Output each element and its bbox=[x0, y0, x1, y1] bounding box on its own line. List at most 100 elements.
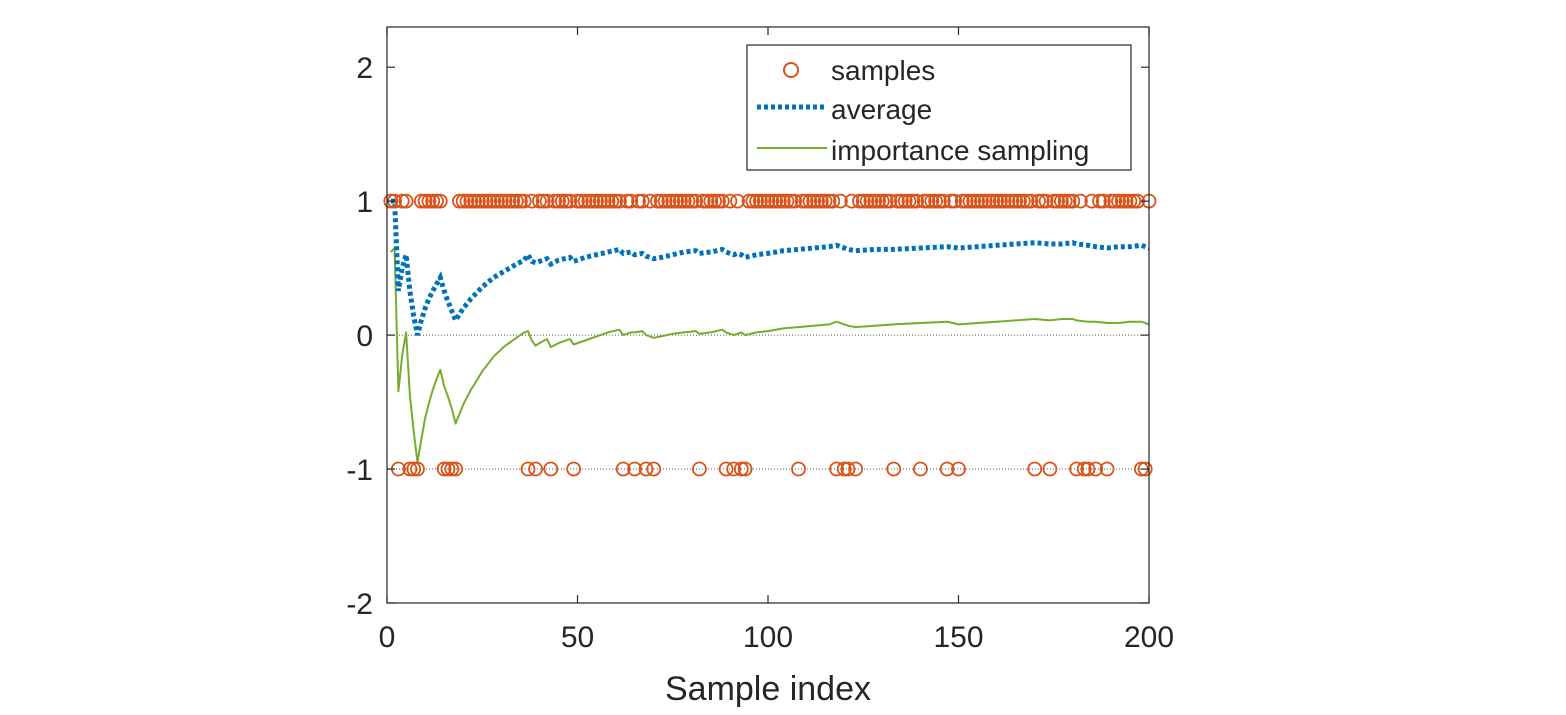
sample-point bbox=[524, 193, 540, 209]
sample-point bbox=[543, 461, 559, 477]
sample-point bbox=[1008, 193, 1023, 209]
sample-point bbox=[1073, 193, 1088, 209]
sample-point bbox=[528, 461, 543, 477]
sample-point bbox=[821, 193, 837, 209]
sample-point bbox=[749, 193, 764, 209]
sample-point bbox=[840, 461, 856, 477]
sample-point bbox=[413, 193, 429, 209]
sample-point bbox=[383, 193, 399, 209]
sample-point bbox=[753, 193, 768, 209]
sample-point bbox=[852, 193, 867, 209]
sample-point bbox=[631, 193, 646, 209]
sample-point bbox=[1118, 193, 1134, 209]
sample-point bbox=[539, 193, 555, 209]
sample-point bbox=[962, 193, 978, 209]
sample-point bbox=[947, 193, 963, 209]
x-tick-label: 200 bbox=[1124, 621, 1174, 654]
sample-point bbox=[417, 193, 433, 209]
sample-point bbox=[932, 193, 947, 209]
samples-series bbox=[383, 193, 1157, 477]
sample-point bbox=[707, 193, 723, 209]
sample-point bbox=[398, 193, 414, 209]
sample-point bbox=[737, 461, 753, 477]
sample-point bbox=[970, 193, 985, 209]
sample-point bbox=[1057, 193, 1073, 209]
sample-point bbox=[699, 193, 715, 209]
average-line bbox=[390, 198, 1150, 336]
sample-point bbox=[886, 461, 902, 477]
sample-point bbox=[714, 193, 730, 209]
sample-point bbox=[1000, 193, 1016, 209]
sample-point bbox=[939, 461, 955, 477]
legend-importance-label: importance sampling bbox=[831, 135, 1089, 166]
sample-point bbox=[570, 193, 585, 209]
sample-point bbox=[768, 193, 783, 209]
sample-point bbox=[585, 193, 601, 209]
sample-point bbox=[897, 193, 913, 209]
sample-point bbox=[882, 193, 898, 209]
sample-point bbox=[806, 193, 822, 209]
sample-point bbox=[794, 193, 810, 209]
sample-point bbox=[783, 193, 799, 209]
sample-point bbox=[410, 461, 425, 477]
sample-point bbox=[813, 193, 829, 209]
reference-lines bbox=[387, 334, 1149, 470]
sample-point bbox=[463, 193, 479, 209]
sample-point bbox=[871, 193, 886, 209]
importance-sampling-series bbox=[390, 247, 1150, 464]
sample-point bbox=[825, 193, 841, 209]
sample-point bbox=[1080, 461, 1096, 477]
sample-point bbox=[833, 193, 848, 209]
sample-point bbox=[1004, 193, 1020, 209]
sample-point bbox=[1038, 193, 1054, 209]
sample-point bbox=[726, 461, 742, 477]
sample-point bbox=[1084, 193, 1100, 209]
sample-point bbox=[650, 193, 665, 209]
sample-point bbox=[756, 193, 772, 209]
legend-box bbox=[746, 44, 1132, 171]
sample-point bbox=[878, 193, 894, 209]
sample-point bbox=[661, 193, 677, 209]
sample-point bbox=[402, 461, 418, 477]
sample-point bbox=[455, 193, 471, 209]
sample-point bbox=[634, 193, 650, 209]
sample-point bbox=[646, 461, 662, 477]
sample-point bbox=[958, 193, 974, 209]
sample-point bbox=[711, 193, 726, 209]
x-tick-label: 50 bbox=[561, 621, 594, 654]
sample-point bbox=[844, 193, 860, 209]
sample-point bbox=[421, 193, 437, 209]
sample-point bbox=[1107, 193, 1123, 209]
sample-point bbox=[493, 193, 509, 209]
sample-point bbox=[905, 193, 921, 209]
sample-point bbox=[863, 193, 879, 209]
sample-point bbox=[501, 193, 517, 209]
sample-point bbox=[547, 193, 562, 209]
sample-point bbox=[1050, 193, 1065, 209]
sample-point bbox=[444, 461, 460, 477]
sample-point bbox=[855, 193, 871, 209]
sample-point bbox=[802, 193, 818, 209]
sample-point bbox=[836, 461, 852, 477]
sample-point bbox=[1061, 193, 1077, 209]
x-tick-label: 100 bbox=[743, 621, 793, 654]
sample-point bbox=[1012, 193, 1027, 209]
sample-point bbox=[1046, 193, 1062, 209]
sample-point bbox=[867, 193, 883, 209]
x-tick-label: 0 bbox=[379, 621, 396, 654]
sample-point bbox=[688, 193, 703, 209]
sample-point bbox=[554, 193, 570, 209]
sample-point bbox=[924, 193, 940, 209]
sample-point bbox=[532, 193, 547, 209]
sample-point bbox=[981, 193, 997, 209]
sample-point bbox=[829, 461, 844, 477]
importance-sampling-line bbox=[390, 247, 1150, 464]
sample-point bbox=[916, 193, 932, 209]
y-tick-label: 0 bbox=[356, 320, 373, 353]
sample-point bbox=[467, 193, 483, 209]
sample-point bbox=[470, 193, 486, 209]
sample-point bbox=[1114, 193, 1130, 209]
sample-point bbox=[642, 193, 658, 209]
sample-point bbox=[901, 193, 917, 209]
